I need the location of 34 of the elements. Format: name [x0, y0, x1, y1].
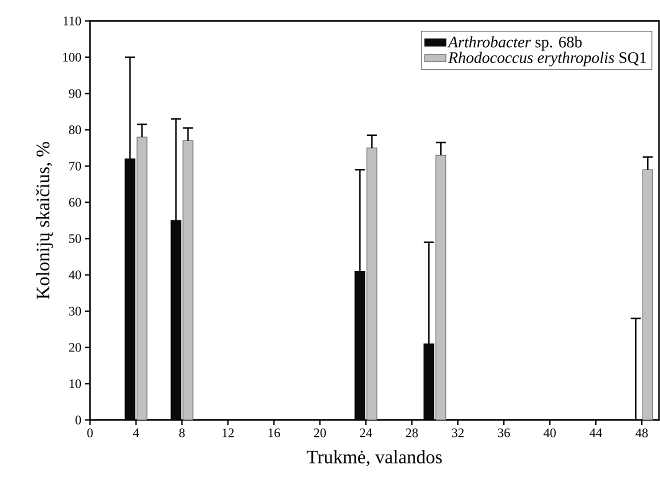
- y-tick-label: 90: [68, 89, 81, 98]
- bar: [182, 140, 194, 420]
- x-tick-label: 0: [87, 428, 93, 438]
- x-tick-label: 32: [452, 428, 464, 438]
- x-tick-label: 8: [179, 428, 185, 438]
- y-tick-label: 80: [69, 125, 81, 134]
- bar: [436, 154, 446, 420]
- x-tick-label: 20: [314, 428, 326, 438]
- x-tick-label: 44: [590, 428, 602, 438]
- y-tick-label: 20: [69, 343, 81, 352]
- y-tick-label: 100: [63, 52, 81, 62]
- x-tick-label: 36: [498, 428, 510, 438]
- y-tick-label: 10: [70, 379, 81, 388]
- x-tick-label: 28: [406, 428, 418, 438]
- y-tick-label: 40: [68, 270, 81, 280]
- x-tick-label: 40: [544, 428, 556, 438]
- bar: [366, 148, 378, 420]
- legend-label: Arthrobacter sp. 68b: [447, 36, 582, 51]
- x-tick-label: 16: [268, 428, 280, 438]
- x-tick-label: 4: [133, 428, 140, 438]
- bar: [642, 169, 654, 420]
- y-tick-label: 60: [69, 198, 81, 207]
- y-tick-label: 30: [69, 306, 81, 316]
- y-tick-label: 70: [69, 162, 81, 170]
- y-tick-label: 0: [76, 416, 81, 424]
- x-axis-title: Trukmė, valandos: [306, 450, 442, 466]
- y-tick-label: 110: [64, 16, 81, 26]
- y-axis-title: Kolonijų skaičius, %: [36, 142, 54, 300]
- y-tick-label: 50: [69, 234, 81, 243]
- x-tick-label: 12: [222, 428, 234, 438]
- x-tick-label: 24: [360, 428, 372, 438]
- bar: [136, 136, 148, 420]
- x-tick-label: 48: [636, 428, 648, 438]
- legend-label: Rhodococcus erythropolis SQ1: [448, 52, 646, 66]
